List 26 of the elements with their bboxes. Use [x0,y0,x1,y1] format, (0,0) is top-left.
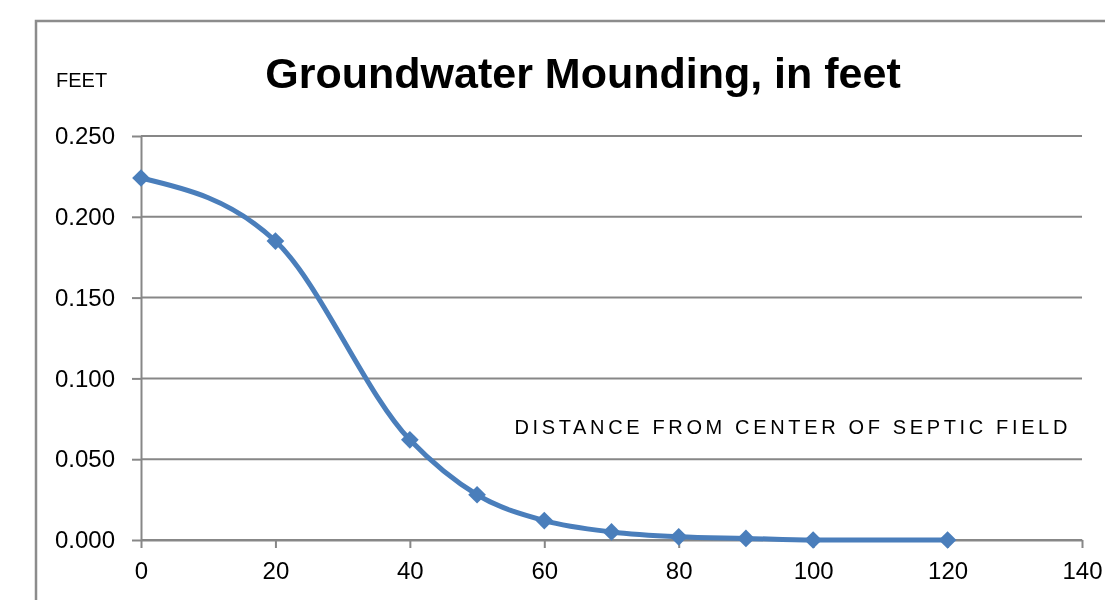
point [669,527,688,546]
y-tick-label: 0.150 [54,283,115,311]
x-tick-label: 0 [134,557,149,585]
y-tick-label: 0.250 [54,122,115,150]
point [602,523,621,541]
point [804,531,822,549]
point [401,430,419,449]
y-tick-label: 0.200 [54,202,115,230]
x-tick-label: 40 [397,557,424,585]
x-tick-label: 20 [262,557,290,585]
y-tick-label: 0.000 [54,526,115,554]
point [535,511,554,530]
x-tick-label: 120 [928,557,969,585]
x-axis-title: DISTANCE FROM CENTER OF SEPTIC FIELD [514,416,1071,438]
x-tick-label: 140 [1062,557,1103,585]
point [468,485,486,504]
x-tick-label: 80 [665,557,693,585]
point [132,169,150,187]
point [266,232,285,250]
y-tick-label: 0.100 [54,364,115,392]
y-tick-label: 0.050 [54,445,115,473]
chart-title: Groundwater Mounding, in feet [265,49,901,97]
x-tick-label: 100 [793,557,834,585]
point [737,529,755,548]
y-axis-title: FEET [56,69,108,91]
x-tick-label: 60 [531,557,559,585]
